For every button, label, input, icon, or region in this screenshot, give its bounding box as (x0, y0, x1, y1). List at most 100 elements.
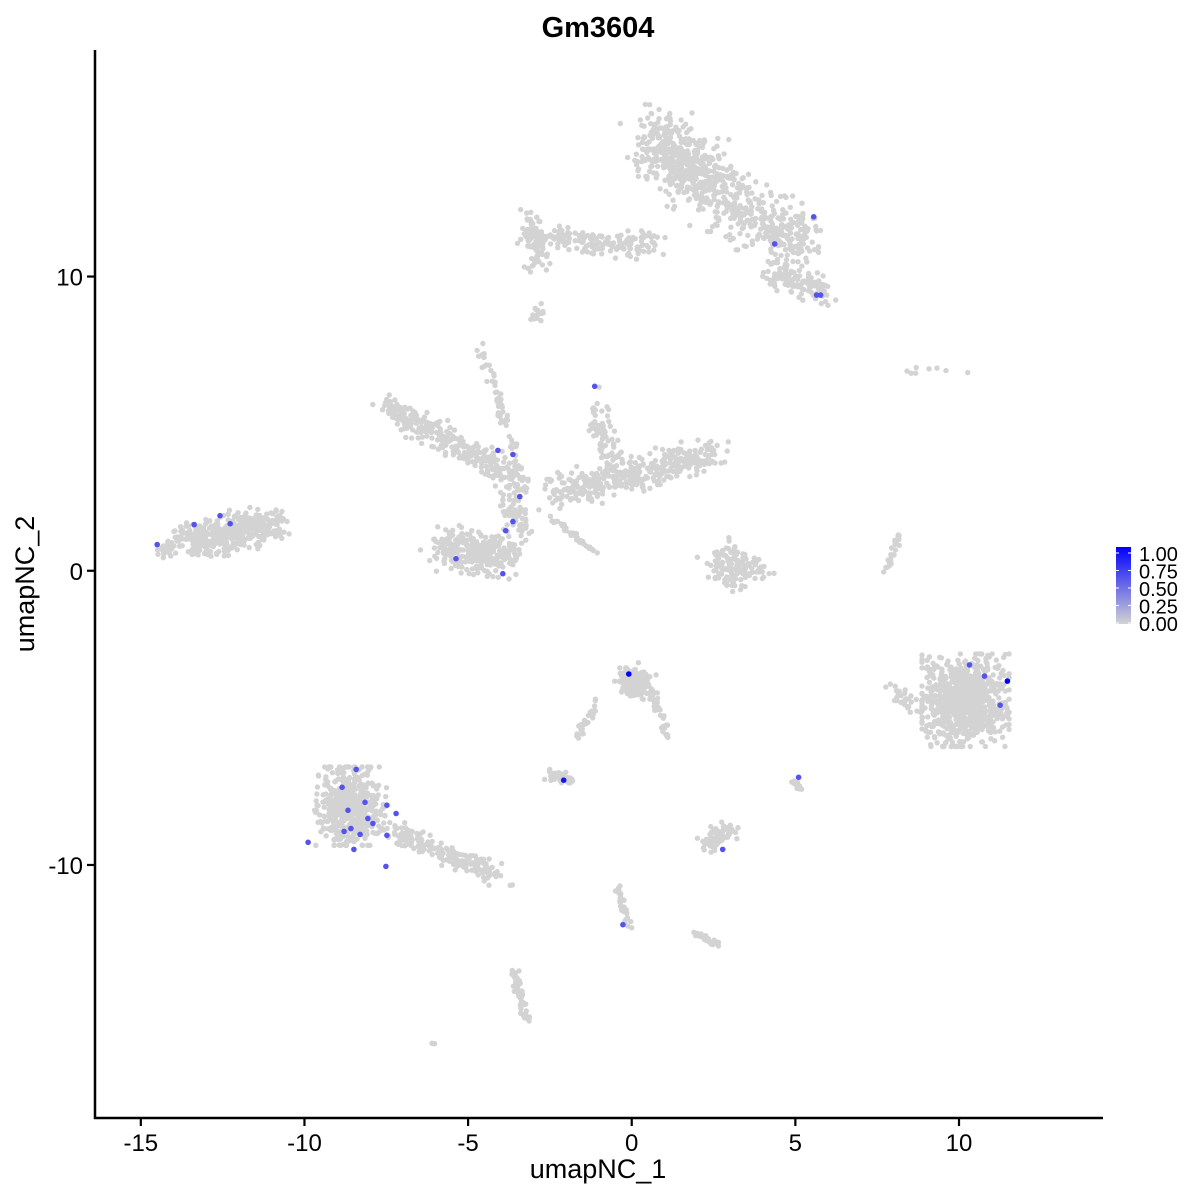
cell-point (666, 447, 672, 454)
cell-point (756, 200, 762, 207)
cell-point (551, 227, 558, 234)
cell-point (681, 159, 687, 166)
cell-point (502, 556, 508, 562)
cell-point (350, 832, 356, 839)
cell-point (936, 719, 942, 725)
cell-point (207, 518, 213, 524)
points-layer (154, 101, 1012, 1047)
cell-point (487, 552, 493, 559)
cell-point (953, 732, 959, 738)
cell-point (499, 448, 505, 454)
cell-point (794, 231, 800, 237)
cell-point (587, 491, 593, 497)
cell-point (492, 539, 498, 546)
cell-point (596, 384, 602, 390)
cell-point (800, 210, 806, 217)
cell-point (334, 798, 341, 805)
cell-point (322, 798, 328, 805)
cell-point (480, 449, 487, 456)
cell-point (506, 496, 513, 503)
cell-point (709, 223, 716, 230)
cell-point (471, 861, 478, 867)
cell-point (470, 459, 476, 465)
cell-point (605, 473, 611, 479)
cell-point (951, 712, 957, 718)
cell-point (715, 135, 721, 142)
cell-point (580, 474, 587, 480)
cell-point (536, 236, 542, 242)
cell-point (527, 269, 534, 275)
cell-point (218, 538, 224, 544)
cell-point (660, 145, 667, 151)
cell-point (702, 451, 708, 458)
cell-point (714, 209, 720, 215)
cell-point (953, 721, 959, 728)
cell-point (505, 551, 512, 558)
cell-point (638, 476, 644, 483)
cell-point (522, 507, 529, 513)
cell-point (355, 817, 362, 823)
cell-point (719, 189, 725, 195)
cell-point (536, 218, 542, 225)
cell-point (331, 842, 337, 848)
cell-point (565, 224, 571, 231)
cell-point (972, 726, 978, 732)
cell-point (246, 520, 252, 526)
cell-point (994, 715, 1000, 722)
cell-point (624, 237, 630, 243)
cell-point (737, 230, 743, 237)
cell-point (760, 269, 767, 276)
cell-point (994, 709, 1000, 715)
cell-point (680, 177, 686, 183)
cell-point (635, 173, 642, 180)
cell-point (506, 512, 512, 519)
cell-point (881, 569, 887, 575)
cell-point (762, 230, 769, 236)
cell-point (392, 397, 398, 403)
cell-point (462, 559, 468, 565)
cell-point (668, 475, 674, 481)
cell-point (615, 437, 621, 443)
cell-point (559, 480, 565, 486)
cell-point (502, 512, 508, 519)
cell-point (543, 267, 550, 273)
cell-point (405, 422, 411, 429)
cell-point (226, 507, 233, 513)
cell-point (498, 396, 504, 403)
cell-point (755, 233, 761, 239)
cell-point (572, 238, 578, 244)
cell-point (895, 688, 901, 694)
cell-point (590, 251, 597, 257)
cell-point (658, 149, 665, 155)
cell-point (534, 228, 540, 234)
cell-point (340, 815, 347, 821)
cell-point (420, 829, 426, 835)
cell-point (611, 492, 617, 498)
cell-point (653, 472, 660, 478)
cell-point (684, 148, 690, 154)
cell-point (495, 533, 502, 539)
cell-point (926, 668, 933, 675)
cell-point (431, 536, 438, 542)
cell-point (926, 679, 933, 685)
cell-point (499, 465, 505, 471)
chart-title: Gm3604 (542, 12, 655, 44)
cell-point (979, 709, 985, 716)
cell-point (459, 455, 465, 461)
cell-point (352, 822, 358, 828)
cell-point (573, 478, 580, 484)
cell-point (256, 533, 262, 540)
cell-point (716, 555, 722, 561)
cell-point (594, 550, 600, 556)
cell-point (458, 570, 464, 576)
cell-point (614, 246, 620, 253)
cell-point (772, 283, 778, 289)
cell-point (964, 692, 970, 698)
cell-point (431, 545, 438, 551)
cell-point (331, 812, 337, 819)
cell-point (479, 364, 485, 371)
cell-point (647, 468, 653, 475)
cell-point (564, 485, 571, 491)
cell-point (321, 813, 327, 819)
cell-point (984, 717, 990, 723)
